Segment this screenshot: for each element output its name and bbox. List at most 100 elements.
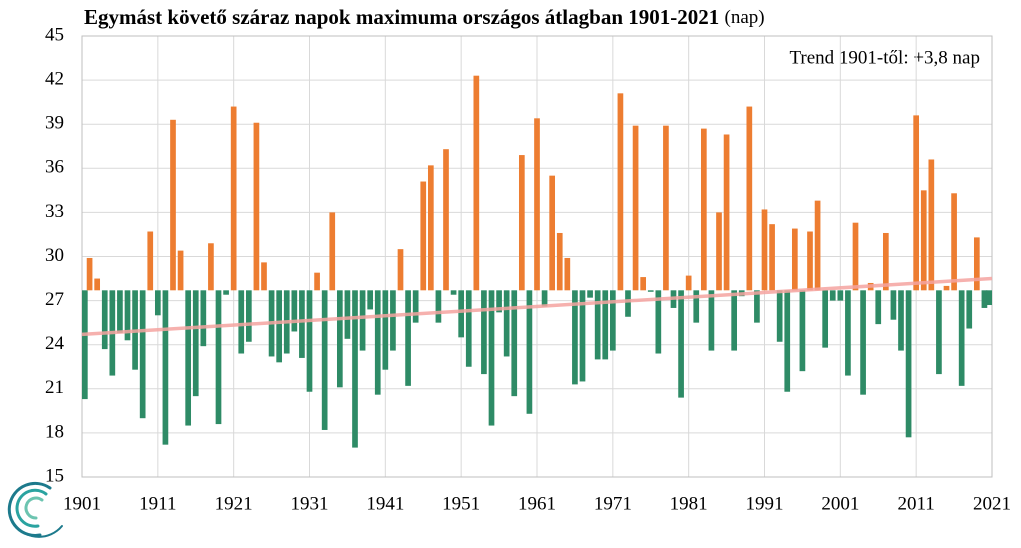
bar <box>890 290 897 320</box>
bar <box>587 290 593 298</box>
bar <box>746 106 753 291</box>
bar <box>776 290 783 342</box>
y-tick-label: 36 <box>45 157 64 178</box>
bar <box>647 290 654 292</box>
bar <box>435 290 442 323</box>
bar <box>223 290 229 295</box>
bar <box>807 231 813 291</box>
bar <box>845 290 851 376</box>
x-tick-label: 1941 <box>366 493 404 514</box>
bar <box>94 278 101 291</box>
bar <box>253 122 260 291</box>
chart-title: Egymást követő száraz napok maximuma ors… <box>84 5 765 29</box>
plot-border <box>81 35 993 478</box>
bar <box>374 290 381 395</box>
x-tick-label: 1981 <box>670 493 708 514</box>
x-tick-label: 1921 <box>215 493 253 514</box>
x-tick-label: 1961 <box>518 493 556 514</box>
y-tick-label: 27 <box>45 289 64 310</box>
bar <box>534 118 540 291</box>
bar <box>215 290 222 425</box>
bar <box>124 290 131 341</box>
bar <box>496 290 502 313</box>
y-tick-label: 18 <box>45 421 64 442</box>
bar <box>579 290 586 382</box>
bar <box>556 232 563 291</box>
bar <box>238 290 245 354</box>
bar <box>503 290 510 357</box>
bar <box>928 159 935 291</box>
bar <box>185 290 192 426</box>
bar <box>723 134 730 291</box>
bar <box>405 290 411 386</box>
x-tick-label: 1901 <box>63 493 101 514</box>
y-tick-label: 39 <box>45 113 64 134</box>
bar <box>898 290 904 351</box>
trend-line <box>81 276 993 337</box>
bar <box>609 290 616 351</box>
y-tick-label: 24 <box>45 333 65 354</box>
bar <box>192 290 199 397</box>
bar <box>412 290 419 323</box>
bar <box>336 290 343 388</box>
bar <box>261 262 267 291</box>
bar <box>352 290 358 448</box>
bar <box>951 193 957 291</box>
bar <box>344 290 351 339</box>
bar <box>602 290 609 360</box>
x-tick-label: 2011 <box>898 493 935 514</box>
bar <box>230 106 237 291</box>
bar <box>754 290 760 323</box>
x-tick-label: 2001 <box>821 493 859 514</box>
bar <box>291 290 298 332</box>
bar <box>617 93 624 291</box>
bar <box>549 175 556 291</box>
bar <box>958 290 965 386</box>
y-tick-label: 30 <box>45 245 64 266</box>
bar <box>420 181 427 291</box>
bar <box>481 290 487 375</box>
bar <box>382 290 389 370</box>
bar <box>488 290 495 426</box>
bar <box>716 212 722 291</box>
logo <box>7 481 63 538</box>
bar <box>860 290 866 395</box>
bar <box>139 290 146 419</box>
bar <box>397 249 404 291</box>
bar <box>314 272 320 291</box>
bar <box>572 290 578 385</box>
bar <box>465 290 472 367</box>
bar <box>875 290 882 325</box>
bar <box>640 277 647 291</box>
bar <box>693 290 700 323</box>
bar <box>632 125 639 291</box>
y-tick-label: 21 <box>45 377 64 398</box>
x-tick-label: 1951 <box>442 493 480 514</box>
x-tick-label: 2021 <box>973 493 1011 514</box>
bar <box>784 290 791 392</box>
bar <box>306 290 313 392</box>
bar <box>761 209 768 291</box>
y-tick-label: 45 <box>45 24 64 45</box>
bar <box>920 190 927 291</box>
bar <box>685 275 692 291</box>
bar <box>443 149 449 291</box>
bar <box>526 290 533 414</box>
bar <box>708 290 715 351</box>
bar <box>82 290 88 400</box>
bar <box>117 290 123 333</box>
bar <box>177 250 184 291</box>
bar <box>829 290 836 301</box>
bar <box>162 290 169 445</box>
bar <box>594 290 601 360</box>
bar <box>359 290 366 351</box>
bar <box>966 290 973 329</box>
bar <box>986 290 992 306</box>
bar <box>837 290 844 301</box>
y-tick-label: 33 <box>45 201 64 222</box>
bar <box>731 290 738 351</box>
title-text: Egymást követő száraz napok maximuma ors… <box>84 5 719 29</box>
y-tick-label: 42 <box>45 68 64 89</box>
y-tick-label: 15 <box>45 465 64 486</box>
